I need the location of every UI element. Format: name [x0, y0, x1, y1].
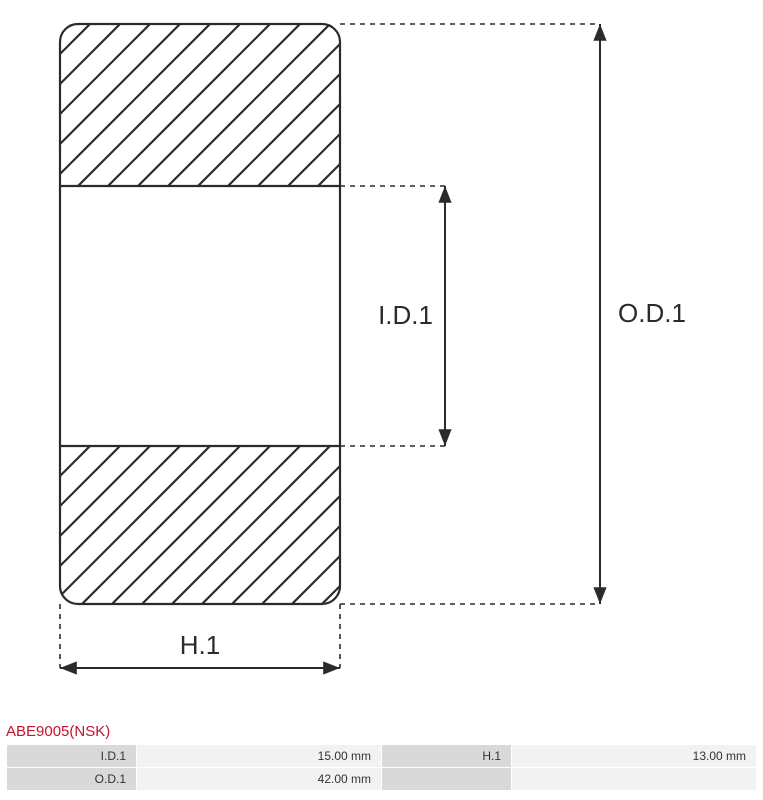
spec-value: 13.00 mm: [512, 745, 757, 768]
spec-label: I.D.1: [7, 745, 137, 768]
spec-label: O.D.1: [7, 768, 137, 791]
bearing-diagram: O.D.1 I.D.1 H.1: [0, 0, 763, 720]
part-number-title: ABE9005(NSK): [6, 723, 110, 740]
spec-value: 42.00 mm: [137, 768, 382, 791]
spec-value-empty: [512, 768, 757, 791]
spec-label: H.1: [382, 745, 512, 768]
spec-label-empty: [382, 768, 512, 791]
table-row: O.D.1 42.00 mm: [7, 768, 757, 791]
svg-text:H.1: H.1: [180, 630, 220, 660]
spec-value: 15.00 mm: [137, 745, 382, 768]
svg-text:I.D.1: I.D.1: [378, 300, 433, 330]
svg-text:O.D.1: O.D.1: [618, 298, 686, 328]
table-row: I.D.1 15.00 mm H.1 13.00 mm: [7, 745, 757, 768]
spec-table: I.D.1 15.00 mm H.1 13.00 mm O.D.1 42.00 …: [6, 744, 757, 791]
diagram-area: O.D.1 I.D.1 H.1: [0, 0, 763, 720]
